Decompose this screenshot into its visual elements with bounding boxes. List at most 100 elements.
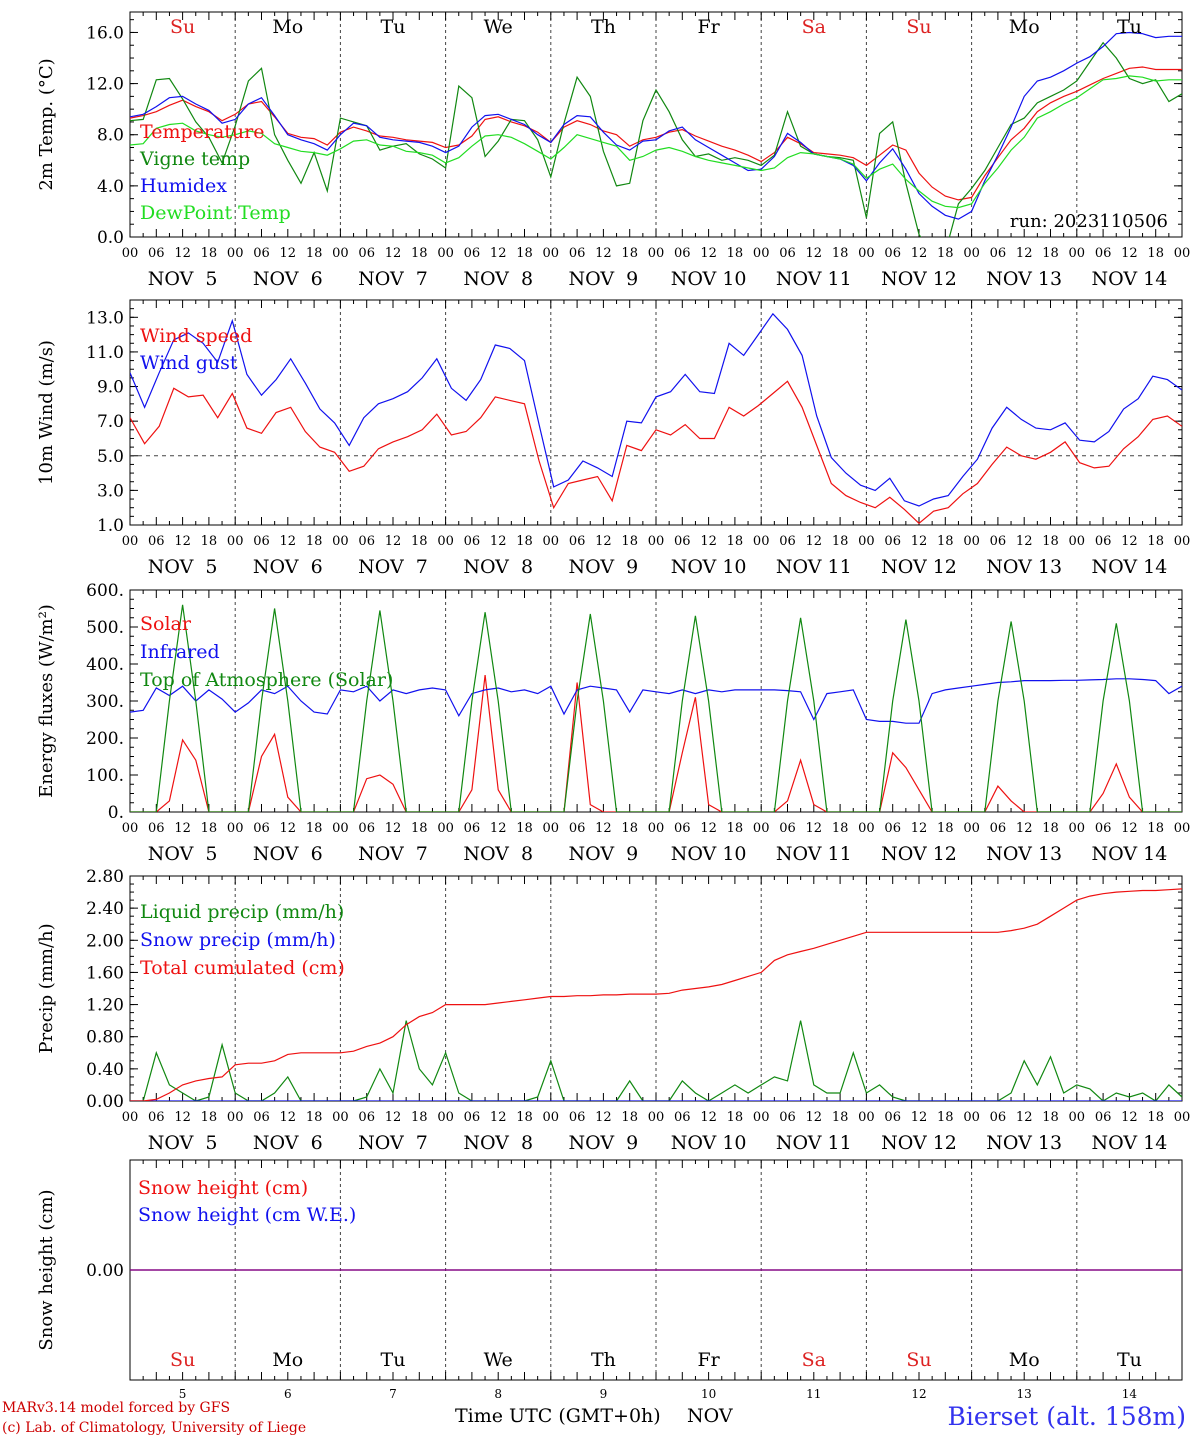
date-label: NOV 8 <box>463 268 533 290</box>
legend-vigne-temp: Vigne temp <box>139 148 250 170</box>
hour-label: 06 <box>358 821 375 836</box>
hour-label: 00 <box>1069 246 1086 261</box>
hour-label: 12 <box>700 1110 717 1125</box>
hour-label: 12 <box>174 1110 191 1125</box>
hour-label: 12 <box>595 821 612 836</box>
y-tick-label: 5.0 <box>97 447 124 467</box>
hour-label: 00 <box>963 1110 980 1125</box>
y-tick-label: 1.20 <box>86 996 124 1016</box>
hour-label: 00 <box>963 534 980 549</box>
hour-label: 06 <box>990 1110 1007 1125</box>
hour-label: 06 <box>253 1110 270 1125</box>
hour-label: 00 <box>1069 821 1086 836</box>
y-axis-label: 10m Wind (m/s) <box>36 340 57 485</box>
hour-label: 06 <box>569 821 586 836</box>
date-label: NOV 8 <box>463 1132 533 1154</box>
hour-label: 06 <box>884 1110 901 1125</box>
hour-label: 00 <box>963 821 980 836</box>
day-number: 11 <box>806 1387 821 1400</box>
hour-label: 12 <box>385 534 402 549</box>
hour-label: 18 <box>937 246 954 261</box>
day-name-top: Su <box>906 16 931 38</box>
hour-label: 12 <box>490 246 507 261</box>
series-line-top-of-atmosphere-solar <box>130 604 1182 812</box>
hour-label: 06 <box>779 534 796 549</box>
meteogram: 0.0 4.0 8.0 12.0 16.0 2m Temp. (°C) Temperatur… <box>36 11 1190 1400</box>
hour-label: 00 <box>753 246 770 261</box>
hour-label: 00 <box>437 1110 454 1125</box>
hour-label: 06 <box>884 821 901 836</box>
hour-label: 06 <box>148 821 165 836</box>
hour-label: 18 <box>727 821 744 836</box>
hour-label: 06 <box>1095 246 1112 261</box>
hour-label: 12 <box>490 534 507 549</box>
hour-label: 18 <box>1042 534 1059 549</box>
hour-label: 18 <box>832 534 849 549</box>
day-number: 5 <box>179 1387 187 1400</box>
hour-label: 18 <box>516 534 533 549</box>
series-line-humidex <box>130 31 1182 220</box>
hour-label: 00 <box>122 821 139 836</box>
hour-label: 18 <box>306 821 323 836</box>
y-axis-label: Snow height (cm) <box>36 1189 57 1350</box>
hour-label: 12 <box>174 534 191 549</box>
y-tick-label: 0.00 <box>86 1092 124 1112</box>
hour-label: 12 <box>174 246 191 261</box>
hour-label: 12 <box>1121 246 1138 261</box>
hour-label: 00 <box>437 534 454 549</box>
hour-label: 12 <box>385 246 402 261</box>
hour-label: 18 <box>516 1110 533 1125</box>
y-tick-label: 3.0 <box>97 481 124 501</box>
day-name-bottom: Tu <box>381 1349 406 1371</box>
hour-label: 00 <box>648 821 665 836</box>
hour-label: 06 <box>990 821 1007 836</box>
hour-label: 12 <box>700 821 717 836</box>
hour-label: 06 <box>148 534 165 549</box>
hour-label: 18 <box>306 246 323 261</box>
date-label: NOV 6 <box>253 843 323 865</box>
legend-dewpoint-temp: DewPoint Temp <box>140 202 291 224</box>
series-line-infrared <box>130 678 1182 724</box>
hour-label: 18 <box>1042 246 1059 261</box>
date-label: NOV 12 <box>881 268 957 290</box>
hour-label: 12 <box>280 821 297 836</box>
series-line-wind-speed <box>130 380 1182 525</box>
hour-label: 18 <box>621 821 638 836</box>
station-label: Bierset (alt. 158m) <box>947 1402 1186 1431</box>
hour-label: 12 <box>280 1110 297 1125</box>
hour-label: 12 <box>911 534 928 549</box>
month-label: NOV <box>687 1405 733 1427</box>
hour-label: 00 <box>227 246 244 261</box>
date-label: NOV 9 <box>569 556 639 578</box>
hour-label: 00 <box>1069 534 1086 549</box>
y-tick-label: 16.0 <box>86 23 124 43</box>
day-name-bottom: Sa <box>802 1349 826 1371</box>
hour-label: 00 <box>963 246 980 261</box>
day-number: 14 <box>1122 1387 1138 1400</box>
hour-label: 12 <box>1121 534 1138 549</box>
y-tick-label: 8.0 <box>97 126 124 146</box>
day-number: 6 <box>284 1387 292 1400</box>
y-tick-label: 2.00 <box>86 931 124 951</box>
y-tick-label: 2.80 <box>86 867 124 887</box>
date-label: NOV 14 <box>1091 268 1167 290</box>
y-tick-label: 2.40 <box>86 899 124 919</box>
y-tick-label: 0. <box>108 803 124 823</box>
date-label: NOV 14 <box>1091 1132 1167 1154</box>
date-label: NOV 7 <box>358 1132 428 1154</box>
hour-label: 12 <box>595 246 612 261</box>
snow-panel: 0.00 Snow height (cm) Snow height (cm) Snow… <box>36 1159 1183 1400</box>
series-line-liquid-precip-mm-h <box>130 1020 1182 1101</box>
hour-label: 00 <box>858 821 875 836</box>
date-label: NOV 13 <box>986 843 1062 865</box>
legend-humidex: Humidex <box>140 175 227 197</box>
day-number: 12 <box>911 1387 926 1400</box>
legend-total-cumulated-cm: Total cumulated (cm) <box>140 957 345 979</box>
hour-label: 18 <box>411 1110 428 1125</box>
y-tick-label: 200. <box>86 729 124 749</box>
hour-label: 12 <box>595 534 612 549</box>
hour-label: 06 <box>253 246 270 261</box>
hour-label: 06 <box>884 534 901 549</box>
y-tick-label: 13.0 <box>86 308 124 328</box>
hour-label: 00 <box>437 246 454 261</box>
